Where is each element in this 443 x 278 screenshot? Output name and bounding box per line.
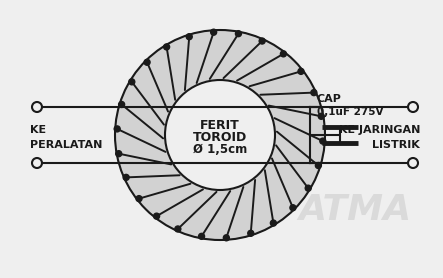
- Text: CAP: CAP: [317, 94, 342, 104]
- Circle shape: [115, 30, 325, 240]
- Circle shape: [154, 213, 159, 219]
- Circle shape: [320, 138, 326, 144]
- Circle shape: [280, 51, 287, 57]
- Circle shape: [123, 174, 129, 180]
- Circle shape: [144, 59, 150, 65]
- Circle shape: [248, 230, 254, 236]
- Circle shape: [198, 233, 205, 239]
- Text: PERALATAN: PERALATAN: [30, 140, 102, 150]
- Circle shape: [119, 101, 124, 108]
- Circle shape: [186, 34, 192, 40]
- Circle shape: [114, 126, 120, 132]
- Circle shape: [211, 29, 217, 35]
- Circle shape: [163, 44, 170, 50]
- Circle shape: [136, 196, 142, 202]
- Text: KE: KE: [30, 125, 46, 135]
- Text: KE JARINGAN: KE JARINGAN: [338, 125, 420, 135]
- Circle shape: [311, 90, 317, 96]
- Text: Ø 1,5cm: Ø 1,5cm: [193, 143, 247, 155]
- Circle shape: [290, 205, 296, 211]
- Text: ATMA: ATMA: [299, 193, 412, 227]
- Circle shape: [259, 38, 265, 44]
- Circle shape: [270, 220, 276, 226]
- Circle shape: [129, 79, 135, 85]
- Text: FERIT: FERIT: [200, 118, 240, 131]
- Circle shape: [223, 235, 229, 241]
- Text: LISTRIK: LISTRIK: [372, 140, 420, 150]
- Circle shape: [315, 163, 321, 168]
- Text: 0,1uF 275V: 0,1uF 275V: [317, 107, 384, 117]
- Circle shape: [305, 185, 311, 191]
- Circle shape: [175, 226, 181, 232]
- Circle shape: [318, 113, 324, 119]
- Circle shape: [298, 68, 304, 75]
- Circle shape: [235, 31, 241, 37]
- Circle shape: [165, 80, 275, 190]
- Text: TOROID: TOROID: [193, 130, 247, 143]
- Circle shape: [116, 151, 122, 157]
